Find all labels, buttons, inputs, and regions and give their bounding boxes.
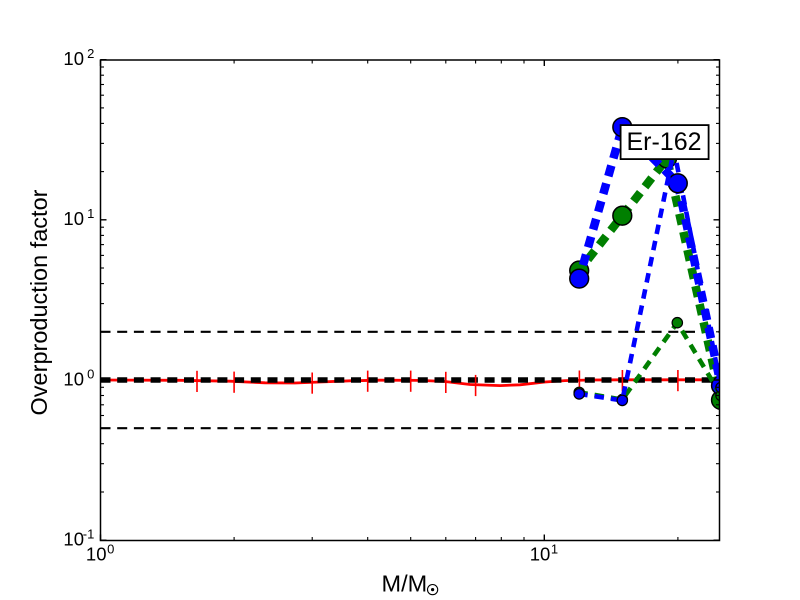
svg-text:0: 0: [87, 366, 94, 381]
svg-text:1: 1: [551, 542, 558, 557]
svg-text:Er-162: Er-162: [626, 128, 701, 156]
svg-text:10: 10: [63, 529, 84, 550]
svg-text:10: 10: [63, 208, 84, 229]
svg-text:10: 10: [86, 544, 107, 565]
svg-text:10: 10: [530, 544, 551, 565]
svg-text:2: 2: [87, 46, 94, 61]
svg-text:1: 1: [87, 206, 94, 221]
svg-text:-1: -1: [83, 527, 95, 542]
svg-text:10: 10: [63, 368, 84, 389]
svg-text:10: 10: [63, 48, 84, 69]
svg-text:0: 0: [107, 542, 114, 557]
svg-text:M/M: M/M: [382, 571, 428, 597]
svg-text:Overproduction factor: Overproduction factor: [26, 189, 52, 415]
